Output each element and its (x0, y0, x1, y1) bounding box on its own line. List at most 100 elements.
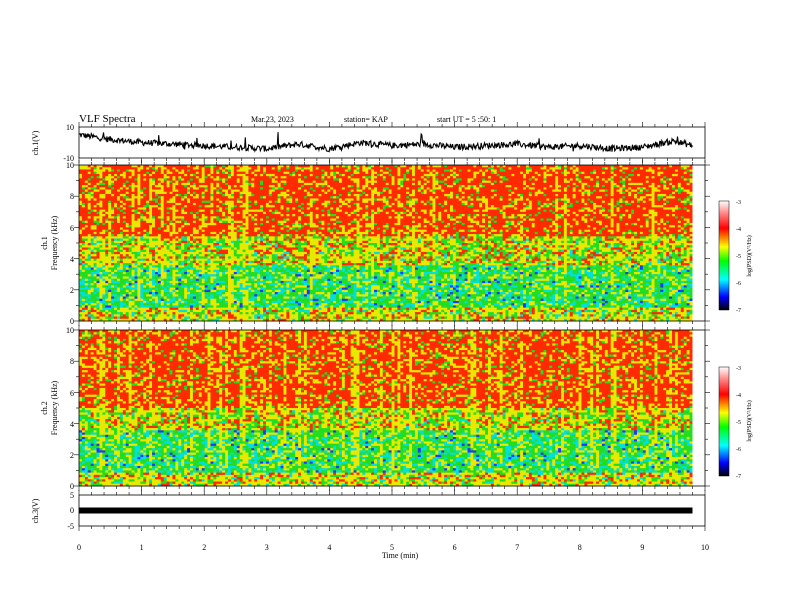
spectrogram-cell (116, 216, 121, 219)
spectrogram-cell (105, 292, 109, 295)
spectrogram-cell (192, 249, 197, 253)
spectrogram-cell (184, 227, 188, 231)
spectrogram-cell (102, 229, 106, 233)
spectrogram-cell (90, 305, 95, 309)
spectrogram-cell (90, 185, 95, 188)
spectrogram-cell (90, 214, 95, 217)
spectrogram-cell (122, 294, 127, 297)
spectrogram-cell (195, 169, 200, 173)
spectrogram-cell (152, 176, 156, 179)
spectrogram-cell (81, 180, 86, 184)
spectrogram-cell (119, 234, 124, 237)
spectrogram-cell (143, 260, 147, 264)
spectrogram-cell (181, 178, 185, 181)
spectrogram-cell (116, 316, 121, 320)
spectrogram-cell (143, 245, 147, 248)
spectrogram-cell (131, 189, 135, 193)
spectrogram-cell (131, 280, 135, 284)
spectrogram-cell (90, 251, 95, 255)
spectrogram-cell (154, 167, 159, 170)
spectrogram-cell (157, 280, 162, 284)
spectrogram-cell (175, 245, 179, 248)
spectrogram-cell (111, 198, 115, 202)
spectrogram-cell (175, 247, 179, 251)
spectrogram-cell (146, 229, 150, 233)
spectrogram-cell (152, 238, 156, 242)
spectrogram-cell (137, 263, 141, 266)
spectrogram-cell (187, 176, 191, 179)
spectrogram-cell (128, 229, 132, 233)
spectrogram-cell (166, 251, 170, 255)
spectrogram-cell (181, 214, 185, 217)
spectrogram-cell (90, 167, 95, 170)
spectrogram-cell (195, 254, 200, 257)
spectrogram-cell (116, 254, 121, 257)
spectrogram-cell (99, 294, 103, 297)
spectrogram-cell (87, 193, 92, 197)
spectrogram-cell (114, 171, 118, 175)
spectrogram-cell (157, 169, 162, 173)
spectrogram-cell (143, 205, 147, 208)
spectrogram-cell (184, 176, 188, 179)
spectrogram-cell (84, 312, 89, 315)
spectrogram-cell (154, 267, 159, 271)
spectrogram-cell (175, 296, 179, 300)
spectrogram-cell (163, 214, 168, 217)
spectrogram-cell (178, 198, 182, 202)
spectrogram-cell (93, 209, 97, 213)
spectrogram-cell (119, 265, 124, 268)
spectrogram-cell (102, 294, 106, 297)
spectrogram-cell (119, 218, 124, 222)
spectrogram-cell (181, 294, 185, 297)
spectrogram-cell (149, 280, 153, 284)
spectrogram-cell (116, 220, 121, 224)
spectrogram-cell (99, 249, 103, 253)
spectrogram-cell (175, 173, 179, 177)
spectrogram-cell (157, 276, 162, 280)
spectrogram-cell (178, 280, 182, 284)
spectrogram-cell (163, 300, 168, 304)
spectrogram-cell (149, 189, 153, 193)
spectrogram-cell (131, 231, 135, 235)
spectrogram-cell (119, 202, 124, 206)
spectrogram-cell (102, 189, 106, 193)
spectrogram-cell (84, 238, 89, 242)
spectrogram-cell (137, 269, 141, 273)
spectrogram-cell (96, 285, 100, 288)
spectrogram-cell (163, 278, 168, 282)
spectrogram-cell (143, 182, 147, 186)
spectrogram-cell (114, 247, 118, 251)
spectrogram-cell (137, 280, 141, 284)
spectrogram-cell (181, 292, 185, 295)
spectrogram-cell (131, 294, 135, 297)
spectrogram-cell (146, 292, 150, 295)
spectrogram-cell (90, 238, 95, 242)
spectrogram-cell (169, 289, 173, 293)
spectrogram-cell (146, 216, 150, 219)
spectrogram-cell (90, 225, 95, 228)
spectrogram-cell (108, 285, 112, 288)
spectrogram-cell (137, 225, 141, 228)
spectrogram-cell (99, 269, 103, 273)
spectrogram-cell (143, 176, 147, 179)
spectrogram-cell (128, 211, 132, 215)
spectrogram-cell (114, 271, 118, 275)
spectrogram-cell (175, 207, 179, 210)
spectrogram-cell (192, 312, 197, 315)
spectrogram-cell (172, 292, 176, 295)
spectrogram-cell (149, 283, 153, 286)
spectrogram-cell (178, 191, 182, 195)
spectrogram-cell (143, 200, 147, 204)
spectrogram-cell (163, 193, 168, 197)
spectrogram-cell (154, 260, 159, 264)
spectrogram-cell (84, 243, 89, 246)
spectrogram-cell (87, 245, 92, 248)
spectrogram-cell (190, 220, 194, 224)
spectrogram-cell (84, 173, 89, 177)
spectrogram-cell (108, 247, 112, 251)
spectrogram-cell (154, 236, 159, 239)
spectrogram-cell (128, 225, 132, 228)
spectrogram-cell (119, 243, 124, 246)
spectrogram-cell (81, 285, 86, 288)
spectrogram-cell (169, 298, 173, 302)
